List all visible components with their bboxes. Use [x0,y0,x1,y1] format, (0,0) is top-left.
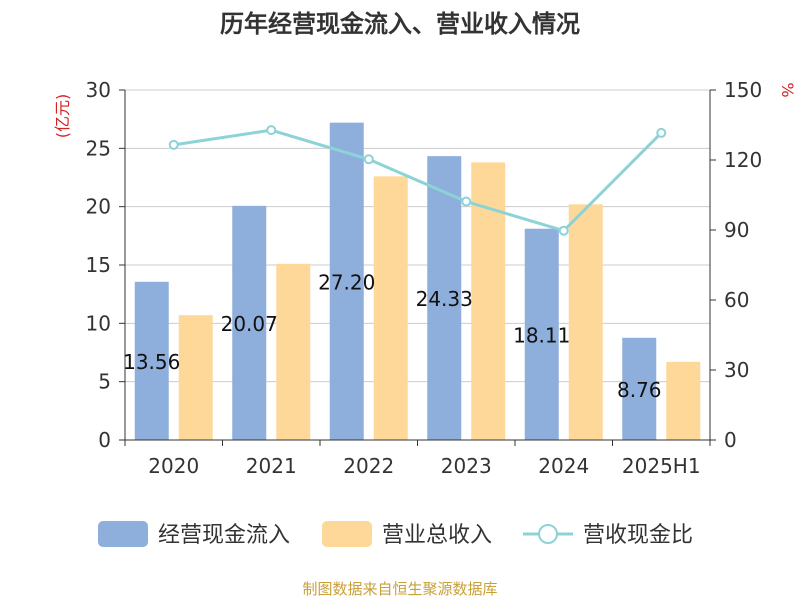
legend-label-ratio: 营收现金比 [583,523,693,548]
x-tick-label: 2025H1 [622,454,701,478]
x-tick-label: 2023 [441,454,492,478]
left-tick-label: 30 [86,78,111,102]
ratio-point [363,154,374,165]
ratio-line [168,125,667,236]
left-tick-label: 20 [86,195,111,219]
bars [134,122,701,441]
right-tick-label: 90 [724,218,749,242]
left-tick-label: 15 [86,253,111,277]
revenue-bar [276,263,311,440]
grid-lines [125,89,710,383]
ratio-point [656,127,667,138]
right-tick-label: 0 [724,428,737,452]
x-tick-label: 2020 [148,454,199,478]
left-axis-unit: (亿元) [53,94,72,139]
cash-inflow-bar [524,228,559,440]
cash-inflow-value-label: 27.20 [318,270,375,294]
revenue-bar [178,315,213,440]
left-tick-label: 5 [98,370,111,394]
right-tick-label: 60 [724,288,749,312]
ratio-point [266,125,277,136]
left-tick-label: 25 [86,136,111,160]
data-labels: 13.56 20.07 27.20 24.33 18.11 8.76 [123,270,661,402]
right-tick-label: 150 [724,78,762,102]
x-tick-label: 2022 [343,454,394,478]
cash-inflow-bar [427,156,462,440]
source-note: 制图数据来自恒生聚源数据库 [302,580,497,598]
axes: 0 5 10 15 20 25 30 0 30 60 90 120 150 2020 2021 2022 202… [86,78,763,478]
revenue-bar [568,204,603,440]
legend-swatch-cash-inflow [98,521,148,547]
cash-inflow-bar [329,122,364,441]
cash-inflow-value-label: 18.11 [513,323,570,347]
cash-inflow-bar [232,205,267,440]
x-tick-label: 2024 [538,454,589,478]
right-tick-label: 30 [724,358,749,382]
cash-inflow-bar [622,337,657,440]
cash-inflow-value-label: 13.56 [123,350,180,374]
cash-inflow-value-label: 24.33 [416,287,473,311]
left-tick-label: 0 [98,428,111,452]
revenue-bar [666,361,701,440]
cash-inflow-value-label: 8.76 [617,378,662,402]
legend-label-cash-inflow: 经营现金流入 [158,523,290,548]
cash-inflow-bar [134,281,169,440]
chart-title: 历年经营现金流入、营业收入情况 [220,10,580,38]
legend-label-revenue: 营业总收入 [382,523,492,548]
legend[interactable]: 经营现金流入 营业总收入 营收现金比 [98,521,693,548]
ratio-line-path [173,128,663,233]
ratio-point [558,225,569,236]
revenue-bar [373,176,408,441]
legend-swatch-revenue [322,521,372,547]
ratio-point [461,196,472,207]
right-tick-label: 120 [724,148,762,172]
right-axis-unit: % [778,82,797,97]
cash-inflow-value-label: 20.07 [221,312,278,336]
left-tick-label: 10 [86,311,111,335]
x-tick-label: 2021 [246,454,297,478]
legend-marker-ratio [538,524,558,544]
ratio-point [168,139,179,150]
